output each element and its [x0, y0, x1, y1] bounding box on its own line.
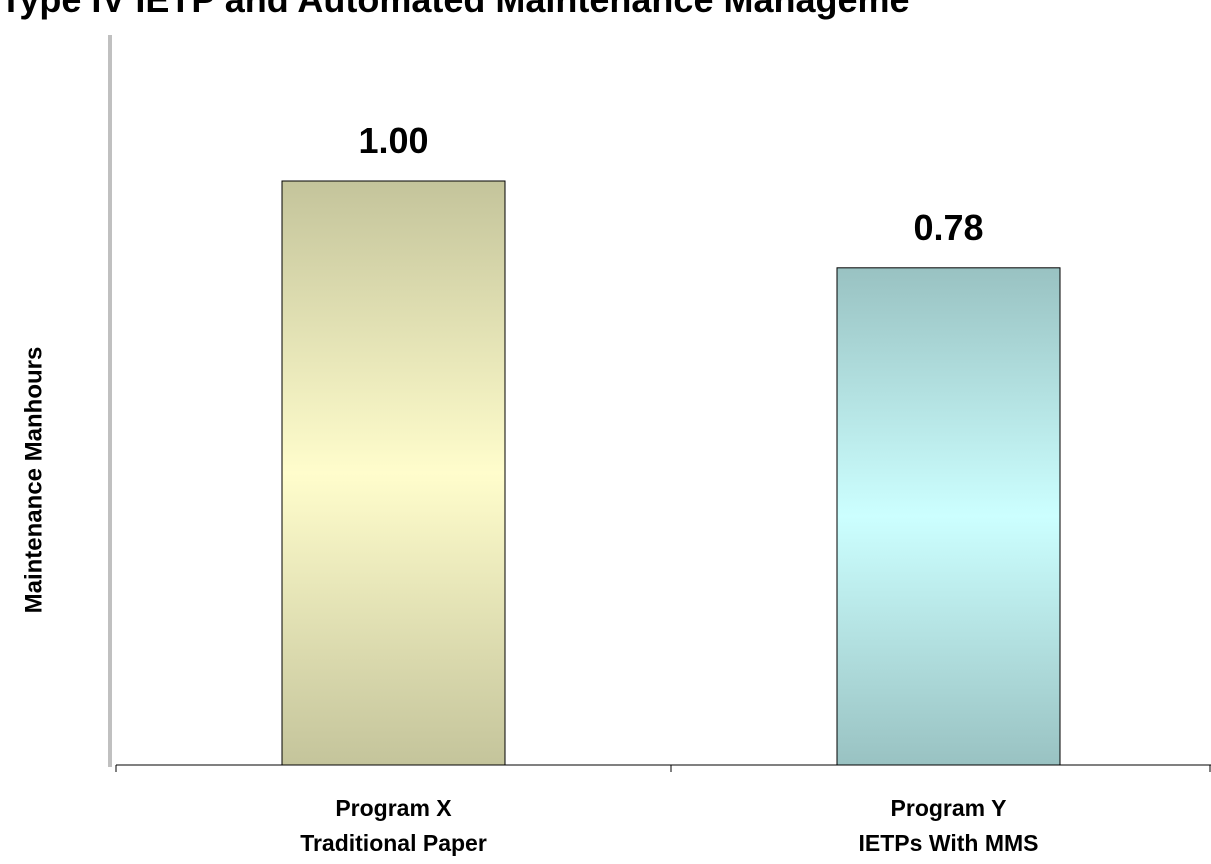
x-tick-label: IETPs With MMS [859, 830, 1039, 856]
chart-title: Type IV IETP and Automated Maintenance M… [0, 0, 910, 20]
bar [281, 180, 506, 766]
value-label: 0.78 [913, 207, 983, 248]
y-axis-label: Maintenance Manhours [20, 347, 47, 614]
bar [836, 267, 1061, 766]
x-tick-label: Traditional Paper [300, 830, 487, 856]
x-tick-label: Program Y [891, 795, 1007, 821]
x-tick-label: Program X [335, 795, 452, 821]
value-label: 1.00 [358, 120, 428, 161]
